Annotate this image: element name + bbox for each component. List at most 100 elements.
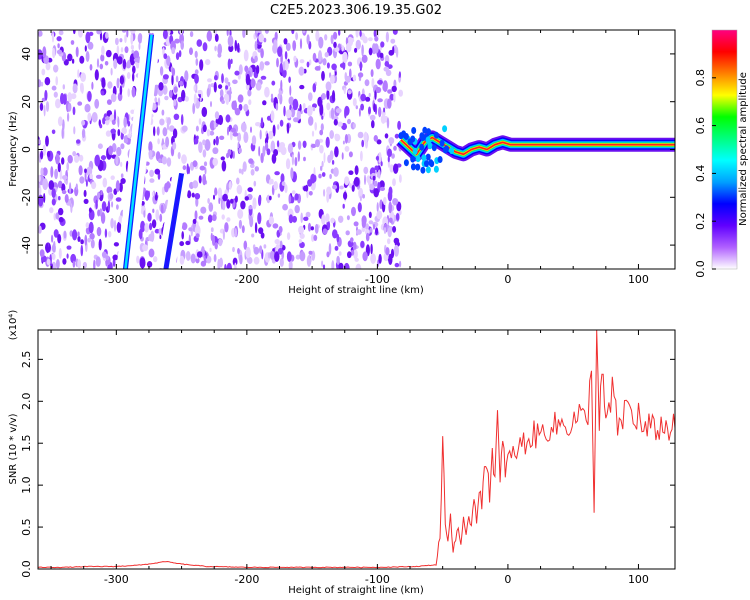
noise-speck <box>226 217 231 222</box>
noise-speck <box>185 240 191 246</box>
noise-speck <box>84 170 87 182</box>
noise-speck <box>171 47 176 55</box>
noise-speck <box>164 95 169 101</box>
noise-speck <box>387 148 392 158</box>
noise-speck <box>326 102 331 111</box>
noise-speck <box>198 118 202 125</box>
noise-speck <box>207 214 213 223</box>
noise-speck <box>184 70 189 82</box>
noise-speck <box>238 219 242 229</box>
noise-speck <box>202 149 207 158</box>
signal-blob <box>433 165 439 173</box>
noise-speck <box>95 256 101 267</box>
noise-speck <box>202 124 207 133</box>
noise-speck <box>357 202 362 213</box>
signal-blob <box>427 142 433 150</box>
noise-speck <box>115 197 122 202</box>
noise-speck <box>101 201 107 212</box>
noise-speck <box>266 133 269 141</box>
noise-speck <box>253 246 260 255</box>
noise-speck <box>365 232 370 242</box>
noise-speck <box>398 89 404 97</box>
noise-speck <box>138 42 141 50</box>
noise-speck <box>277 193 281 198</box>
colorbar-tick-label: 0.8 <box>694 69 707 87</box>
noise-speck <box>51 234 54 243</box>
noise-speck <box>391 85 397 93</box>
noise-speck <box>149 222 153 231</box>
noise-speck <box>77 69 80 79</box>
noise-speck <box>228 181 232 190</box>
noise-speck <box>173 99 177 106</box>
noise-speck <box>287 143 293 154</box>
signal-blob <box>419 132 425 140</box>
noise-speck <box>371 78 375 88</box>
noise-speck <box>377 79 383 85</box>
spectrogram-x-ticks: -300 -200 -100 0 100 <box>50 30 649 286</box>
noise-speck <box>306 255 312 267</box>
noise-speck <box>69 182 72 195</box>
noise-speck <box>255 30 262 34</box>
noise-speck <box>83 189 87 198</box>
noise-speck <box>228 44 234 53</box>
noise-speck <box>77 236 81 242</box>
noise-speck <box>319 103 324 116</box>
noise-speck <box>221 160 227 172</box>
noise-speck <box>308 116 314 126</box>
noise-speck <box>302 30 306 33</box>
noise-speck <box>46 150 51 158</box>
noise-speck <box>211 214 217 222</box>
noise-speck <box>274 251 280 262</box>
noise-speck <box>45 62 51 71</box>
noise-speck <box>80 244 84 257</box>
spectrogram-y-axis-title: Frequency (Hz) <box>8 111 19 187</box>
noise-speck <box>232 79 238 85</box>
noise-speck <box>283 38 288 45</box>
noise-speck <box>313 234 318 241</box>
noise-speck <box>128 129 131 135</box>
noise-speck <box>117 129 121 137</box>
noise-speck <box>248 158 254 164</box>
noise-speck <box>357 131 364 139</box>
noise-speck <box>155 209 160 221</box>
noise-speck <box>177 152 181 160</box>
noise-speck <box>194 138 199 145</box>
noise-speck <box>91 181 97 190</box>
noise-speck <box>67 102 72 112</box>
noise-speck <box>341 45 345 52</box>
noise-speck <box>321 172 326 177</box>
noise-speck <box>38 174 41 182</box>
noise-speck <box>333 115 339 121</box>
noise-speck <box>277 46 283 57</box>
noise-speck <box>206 255 212 264</box>
noise-speck <box>162 47 165 56</box>
noise-speck <box>165 136 170 148</box>
noise-speck <box>154 97 158 103</box>
spectrogram-x-tick-label: -300 <box>104 273 129 286</box>
noise-speck <box>234 108 241 116</box>
noise-speck <box>222 229 225 240</box>
noise-speck <box>154 168 161 175</box>
noise-speck <box>354 165 359 176</box>
spectrogram-diagonal-features <box>116 33 191 269</box>
noise-speck <box>305 211 311 218</box>
noise-speck <box>107 81 113 89</box>
noise-speck <box>333 119 338 126</box>
noise-speck <box>363 166 369 175</box>
noise-speck <box>364 79 370 87</box>
signal-blob <box>410 163 416 171</box>
noise-speck <box>272 124 276 137</box>
noise-speck <box>205 252 208 259</box>
noise-speck <box>345 230 350 236</box>
noise-speck <box>324 52 329 58</box>
snr-panel: -300 -200 -100 0 100 0.0 0.5 1.0 1.5 2.0 2.5 Heig… <box>8 310 676 596</box>
noise-speck <box>51 85 57 91</box>
noise-speck <box>111 201 114 208</box>
signal-blob <box>415 155 421 163</box>
noise-speck <box>57 116 63 127</box>
noise-speck <box>288 76 291 83</box>
noise-speck <box>49 207 54 214</box>
noise-speck <box>355 30 359 38</box>
noise-speck <box>55 153 60 165</box>
signal-blob <box>439 139 445 147</box>
